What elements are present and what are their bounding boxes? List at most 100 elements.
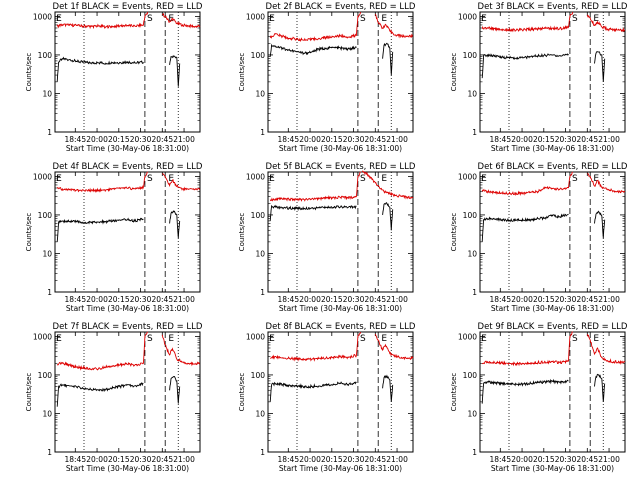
x-tick-label: 20:30 (555, 135, 577, 144)
marker-e-label: E (168, 174, 174, 184)
x-axis-label: Start Time (30-May-06 18:31:00) (66, 464, 189, 473)
x-tick-label: 20:30 (555, 455, 577, 464)
plot-frame (54, 11, 201, 133)
y-axis-label: Counts/sec (450, 53, 458, 92)
y-tick-label: 10 (42, 89, 52, 98)
y-tick-label: 100 (38, 371, 53, 380)
plot-frame (479, 331, 626, 453)
marker-s-label: S (572, 174, 578, 184)
y-tick-label: 1000 (33, 172, 52, 181)
y-tick-label: 1 (260, 288, 265, 297)
x-axis-label: Start Time (30-May-06 18:31:00) (66, 144, 189, 153)
marker-e-label: E (593, 334, 599, 344)
events-series-line (169, 210, 181, 239)
detector-panel-6: Det 6f BLACK = Events, RED = LLD 1 10 100 10… (450, 162, 628, 313)
x-tick-label: 21:00 (386, 455, 408, 464)
x-tick-label: 20:45 (364, 455, 386, 464)
events-series-line (56, 56, 144, 82)
plot-frame (479, 11, 626, 133)
marker-e-label: E (381, 174, 387, 184)
events-series-line (594, 210, 606, 239)
events-series-line (56, 217, 144, 242)
x-axis-label: Start Time (30-May-06 18:31:00) (279, 144, 402, 153)
x-tick-label: 18:45 (489, 455, 511, 464)
y-tick-label: 100 (38, 51, 53, 60)
lld-series-line (481, 171, 574, 197)
marker-s-label: S (147, 14, 153, 24)
x-tick-label: 20:00 (511, 455, 533, 464)
marker-e-label: E (381, 14, 387, 24)
x-tick-label: 20:30 (130, 455, 152, 464)
lld-series-line (56, 171, 149, 193)
y-tick-label: 100 (463, 371, 478, 380)
x-tick-label: 20:45 (576, 455, 598, 464)
lld-series-line (269, 171, 361, 202)
detector-panel-4: Det 4f BLACK = Events, RED = LLD 1 10 100 10… (25, 162, 203, 313)
marker-e-left-label: E (56, 14, 62, 24)
x-tick-label: 20:00 (511, 135, 533, 144)
x-tick-label: 21:00 (598, 135, 620, 144)
lld-series-line (586, 14, 626, 33)
x-tick-label: 18:45 (489, 295, 511, 304)
x-tick-label: 20:45 (151, 295, 173, 304)
y-tick-label: 1 (472, 288, 477, 297)
lld-series-line (56, 331, 149, 371)
x-tick-label: 20:45 (364, 295, 386, 304)
y-tick-label: 1000 (246, 12, 265, 21)
x-tick-label: 20:15 (108, 295, 130, 304)
y-tick-label: 10 (467, 409, 477, 418)
y-tick-label: 1 (472, 128, 477, 137)
y-axis-label: Counts/sec (450, 373, 458, 412)
x-tick-label: 20:45 (364, 135, 386, 144)
y-tick-label: 1 (47, 288, 52, 297)
plot-frame (267, 171, 414, 293)
marker-s-label: S (572, 14, 578, 24)
x-tick-label: 20:15 (533, 455, 555, 464)
x-tick-label: 21:00 (173, 295, 195, 304)
lld-series-line (586, 333, 626, 365)
x-tick-label: 21:00 (386, 135, 408, 144)
events-series-line (269, 204, 357, 221)
x-tick-label: 20:45 (576, 295, 598, 304)
detector-panel-5: Det 5f BLACK = Events, RED = LLD 1 10 100 10… (238, 162, 416, 313)
lld-series-line (269, 11, 362, 43)
events-series-line (594, 51, 606, 82)
marker-s-label: S (147, 174, 153, 184)
lld-series-line (162, 12, 201, 29)
y-axis-label: Counts/sec (25, 373, 33, 412)
x-tick-label: 18:45 (277, 295, 299, 304)
detector-panel-2: Det 2f BLACK = Events, RED = LLD 1 10 100 10… (238, 2, 416, 153)
y-tick-label: 100 (463, 51, 478, 60)
y-tick-label: 100 (38, 211, 53, 220)
x-tick-label: 20:15 (321, 295, 343, 304)
marker-e-left-label: E (56, 334, 62, 344)
marker-e-left-label: E (481, 334, 487, 344)
marker-e-label: E (593, 14, 599, 24)
x-axis-label: Start Time (30-May-06 18:31:00) (279, 464, 402, 473)
events-series-line (56, 382, 144, 407)
x-tick-label: 20:30 (130, 135, 152, 144)
detector-panel-1: Det 1f BLACK = Events, RED = LLD 1 10 100 10… (25, 2, 203, 153)
plot-frame (54, 331, 201, 453)
x-tick-label: 20:30 (555, 295, 577, 304)
marker-s-label: S (572, 334, 578, 344)
y-tick-label: 1000 (33, 12, 52, 21)
panel-title: Det 7f BLACK = Events, RED = LLD (53, 322, 203, 332)
events-series-line (169, 54, 181, 87)
y-tick-label: 100 (251, 371, 266, 380)
x-axis-label: Start Time (30-May-06 18:31:00) (491, 144, 614, 153)
x-tick-label: 20:30 (343, 455, 365, 464)
x-tick-label: 18:45 (64, 455, 86, 464)
events-series-line (382, 42, 394, 76)
x-tick-label: 20:00 (86, 135, 108, 144)
marker-s-label: S (147, 334, 153, 344)
x-tick-label: 21:00 (173, 135, 195, 144)
x-tick-label: 21:00 (386, 295, 408, 304)
x-tick-label: 18:45 (277, 135, 299, 144)
panel-title: Det 6f BLACK = Events, RED = LLD (478, 162, 628, 172)
events-series-line (481, 52, 569, 79)
detector-panel-7: Det 7f BLACK = Events, RED = LLD 1 10 100 10… (25, 322, 203, 473)
lld-series-line (374, 333, 414, 361)
y-axis-label: Counts/sec (238, 213, 246, 252)
